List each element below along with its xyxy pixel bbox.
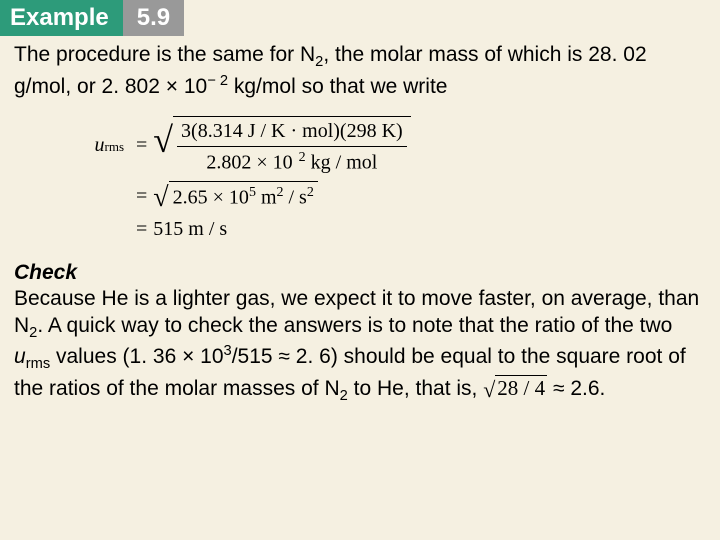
intro-part1: The procedure is the same for N — [14, 43, 315, 66]
equation-block: urms = √ 3(8.314 J / K · mol)(298 K) 2.8… — [74, 116, 706, 242]
equation-row-2: = √ 2.65 × 105 m2 / s2 — [74, 181, 706, 211]
den-a: 2.802 × 10 — [206, 151, 292, 173]
radical-icon: √ — [153, 184, 168, 214]
radicand-1: 3(8.314 J / K · mol)(298 K) 2.802 × 102 … — [173, 116, 411, 176]
equation-row-1: urms = √ 3(8.314 J / K · mol)(298 K) 2.8… — [74, 116, 706, 176]
r2-a: 2.65 × 10 — [173, 187, 249, 209]
r2-sup2: 2 — [277, 185, 284, 200]
intro-part3: kg/mol so that we write — [228, 75, 447, 98]
fraction-denominator: 2.802 × 102 kg / mol — [177, 147, 407, 176]
r2-c: / s — [284, 187, 307, 209]
content-area: The procedure is the same for N2, the mo… — [0, 36, 720, 415]
check-label: Check — [14, 260, 706, 286]
example-number: 5.9 — [123, 0, 184, 36]
r2-sup3: 2 — [307, 185, 314, 200]
intro-text: The procedure is the same for N2, the mo… — [14, 42, 706, 100]
check-usub: rms — [26, 356, 50, 372]
check-sub2: 2 — [340, 388, 348, 404]
check-t5: to He, that is, — [348, 377, 483, 400]
result-value: 515 m / s — [153, 217, 227, 242]
check-t2: . A quick way to check the answers is to… — [37, 314, 672, 337]
check-sup1: 3 — [224, 343, 232, 359]
equals-sign-3: = — [130, 217, 153, 242]
fraction-numerator: 3(8.314 J / K · mol)(298 K) — [177, 119, 407, 147]
example-header: Example 5.9 — [0, 0, 720, 36]
sqrt-1: √ 3(8.314 J / K · mol)(298 K) 2.802 × 10… — [153, 116, 410, 176]
example-label: Example — [0, 0, 123, 36]
fraction-1: 3(8.314 J / K · mol)(298 K) 2.802 × 102 … — [177, 119, 407, 176]
equals-sign-2: = — [130, 184, 153, 209]
equals-sign-1: = — [130, 133, 153, 158]
radicand-2: 2.65 × 105 m2 / s2 — [169, 181, 318, 211]
equation-lhs: urms — [74, 133, 130, 158]
radical-icon: √ — [483, 377, 495, 402]
lhs-sub: rms — [105, 139, 125, 154]
equation-row-3: = 515 m / s — [74, 217, 706, 242]
check-t3: values (1. 36 × 10 — [50, 345, 223, 368]
inline-radicand: 28 / 4 — [495, 375, 547, 400]
intro-sup1: − 2 — [207, 73, 228, 89]
den-b: kg / mol — [306, 151, 378, 173]
check-t7: . — [600, 377, 606, 400]
check-text: Because He is a lighter gas, we expect i… — [14, 286, 706, 405]
check-uvar: u — [14, 345, 26, 368]
den-sup: 2 — [293, 150, 306, 165]
r2-b: m — [256, 187, 277, 209]
r2-sup: 5 — [249, 185, 256, 200]
lhs-var: u — [95, 134, 105, 156]
radical-icon: √ — [153, 122, 173, 182]
check-t6: ≈ 2.6 — [547, 377, 599, 400]
sqrt-2: √ 2.65 × 105 m2 / s2 — [153, 181, 318, 211]
